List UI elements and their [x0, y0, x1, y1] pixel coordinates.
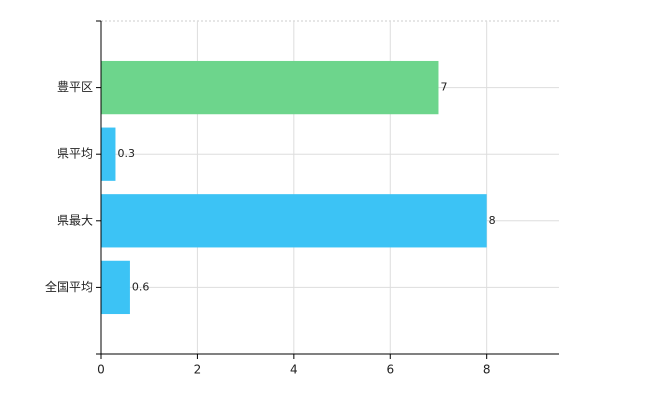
bar [101, 60, 439, 115]
bar [101, 127, 116, 181]
y-tick-label: 豊平区 [57, 80, 93, 94]
x-tick-label: 2 [194, 363, 202, 377]
bar [101, 194, 487, 248]
y-tick-label: 県最大 [57, 213, 93, 227]
x-tick-label: 0 [97, 363, 105, 377]
x-tick-label: 4 [290, 363, 298, 377]
x-tick-label: 6 [386, 363, 394, 377]
data-label: 0.6 [132, 280, 150, 293]
x-tick-label: 8 [483, 363, 491, 377]
data-label: 8 [489, 214, 496, 227]
bar [101, 260, 130, 315]
y-tick-label: 県平均 [57, 147, 93, 161]
y-tick-label: 全国平均 [45, 279, 93, 294]
data-label: 0.3 [117, 147, 135, 160]
data-label: 7 [440, 81, 447, 94]
